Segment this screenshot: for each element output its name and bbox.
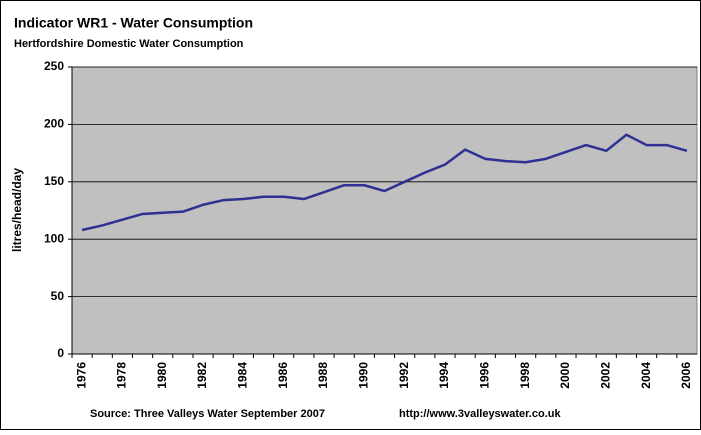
y-tick-label: 250 bbox=[44, 59, 64, 73]
y-tick-label: 100 bbox=[44, 231, 64, 245]
x-tick-label: 1982 bbox=[195, 362, 209, 389]
x-tick-label: 2006 bbox=[679, 362, 693, 389]
x-tick-label: 1996 bbox=[477, 362, 491, 389]
x-tick-label: 1994 bbox=[437, 362, 451, 389]
x-tick-label: 2000 bbox=[558, 362, 572, 389]
x-tick-label: 1998 bbox=[518, 362, 532, 389]
chart-subtitle: Hertfordshire Domestic Water Consumption bbox=[14, 38, 244, 50]
source-note: Source: Three Valleys Water September 20… bbox=[90, 408, 325, 420]
y-tick-label: 0 bbox=[57, 346, 64, 360]
x-tick-label: 1990 bbox=[357, 362, 371, 389]
y-tick-label: 200 bbox=[44, 117, 64, 131]
x-tick-label: 1978 bbox=[115, 362, 129, 389]
x-tick-label: 1984 bbox=[236, 362, 250, 389]
y-axis-label: litres/head/day bbox=[10, 168, 24, 252]
data-line bbox=[81, 133, 688, 232]
plot-area bbox=[71, 66, 698, 355]
x-tick-label: 1992 bbox=[397, 362, 411, 389]
chart-title: Indicator WR1 - Water Consumption bbox=[14, 15, 253, 31]
y-tick-label: 150 bbox=[44, 174, 64, 188]
x-tick-label: 1976 bbox=[74, 362, 88, 389]
source-url: http://www.3valleyswater.co.uk bbox=[399, 408, 561, 420]
x-tick-label: 2002 bbox=[598, 362, 612, 389]
x-tick-label: 1986 bbox=[276, 362, 290, 389]
x-tick-label: 1988 bbox=[316, 362, 330, 389]
x-tick-label: 2004 bbox=[639, 362, 653, 389]
x-tick-label: 1980 bbox=[155, 362, 169, 389]
y-tick-label: 50 bbox=[51, 289, 65, 303]
